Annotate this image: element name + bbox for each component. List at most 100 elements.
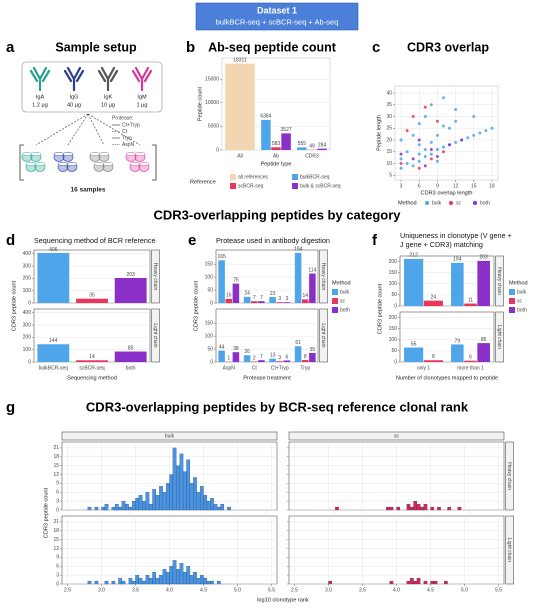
histogram-bar [165,572,170,585]
x-tick-label: 3.0 [325,587,332,593]
histogram-bar [101,506,105,511]
histogram-bar [423,503,428,511]
histogram-bar [420,506,424,511]
facet-strip [151,308,160,363]
antibody-icon [63,66,85,92]
histogram-bar [148,577,153,585]
x-tick-label: 4.5 [427,587,434,593]
antibody-icon [131,66,153,92]
bar [225,63,255,150]
x-tick-label: 18 [489,183,495,189]
scatter-point [399,166,403,170]
scatter-point [411,133,415,137]
bar [301,299,309,303]
x-tick-label: more than 1 [457,365,484,371]
scatter-point [411,115,415,119]
histogram-bar [196,577,201,585]
y-tick-label: 0 [216,147,219,153]
x-axis-label: log10 clonotype rank [257,597,309,603]
legend-title: Method [509,280,528,286]
bar [309,352,316,362]
y-tick-label: 3 [56,572,59,578]
scatter-point [454,140,458,144]
sample-cap [98,152,110,156]
x-tick-label: 3.5 [359,587,366,593]
facet-label: Light chain [320,323,326,347]
x-axis-label: Sequencing method [67,375,117,381]
y-tick-label: 15000 [205,77,219,83]
bar [225,298,233,303]
y-tick-label: 21 [53,519,59,525]
histogram-bar [199,575,204,585]
scatter-point [423,147,427,151]
x-tick-label: scBCR-seq [79,365,105,371]
legend-title: Reference [190,179,216,185]
y-tick-label: 50 [391,292,397,298]
histogram-bar [165,483,170,511]
sample-bracket [19,144,157,181]
histogram-bar [121,580,126,585]
scatter-point [441,96,445,100]
facet-strip [495,311,504,363]
legend-label: all references [238,174,269,180]
histogram-bar [457,506,462,511]
y-tick-label: 200 [389,259,398,265]
value-label: 13 [270,352,276,358]
facet-label: Heavy chain [320,263,326,291]
value-label: 1 [227,356,230,362]
histogram-bar [169,566,174,585]
panel-title: Sample setup [55,40,137,54]
y-tick-label: 9 [56,481,59,487]
histogram-bar [125,503,129,511]
y-tick-label: 0 [56,507,59,513]
y-tick-label: 35 [386,102,392,108]
value-label: 284 [318,142,327,148]
scatter-point [441,145,445,149]
legend-label: sc [456,200,462,206]
value-label: 85 [128,345,134,351]
histogram-bar [210,580,214,585]
value-label: 18311 [233,57,247,63]
scatter-point [423,115,427,119]
histogram-bar [189,575,194,585]
bar [404,347,424,362]
y-axis-label: Peptide count [197,86,203,121]
bar [243,355,251,362]
sample-cap [129,162,141,166]
histogram-bar [131,501,136,511]
legend-swatch [292,174,298,180]
value-label: 35 [89,293,95,299]
histogram-bar [217,580,221,585]
legend-label: bulk & scBCR-seq [300,183,341,189]
x-tick-label: 5.0 [234,587,241,593]
legend-swatch [509,307,515,313]
bar [250,301,258,303]
histogram-bar [176,465,180,511]
legend-swatch [230,174,236,180]
panel-letter: b [186,39,195,56]
value-label: 7 [253,295,256,301]
histogram-bar [206,580,211,585]
histogram-bar [155,495,160,511]
scatter-point [435,155,439,158]
histogram-bar [162,492,167,511]
y-tick-label: 12 [53,472,59,478]
scatter-point [417,166,421,170]
x-tick-label: 3.5 [132,587,139,593]
antibody-amount: 10 µg [101,102,115,108]
value-label: 7 [260,295,263,301]
scatter-point [454,119,458,123]
bar [301,359,309,362]
x-tick-label: 3.0 [98,587,105,593]
panel-letter: g [6,399,15,416]
value-label: 24 [244,291,250,297]
x-tick-label: 4.0 [393,587,400,593]
antibody-name: IgK [104,94,113,100]
y-tick-label: 15 [53,537,59,543]
value-label: 61 [295,340,301,346]
bar [276,302,284,303]
histogram-bar [87,506,92,511]
legend-label: bulk [340,289,350,295]
scatter-point [405,150,409,154]
y-tick-label: 150 [389,270,398,276]
